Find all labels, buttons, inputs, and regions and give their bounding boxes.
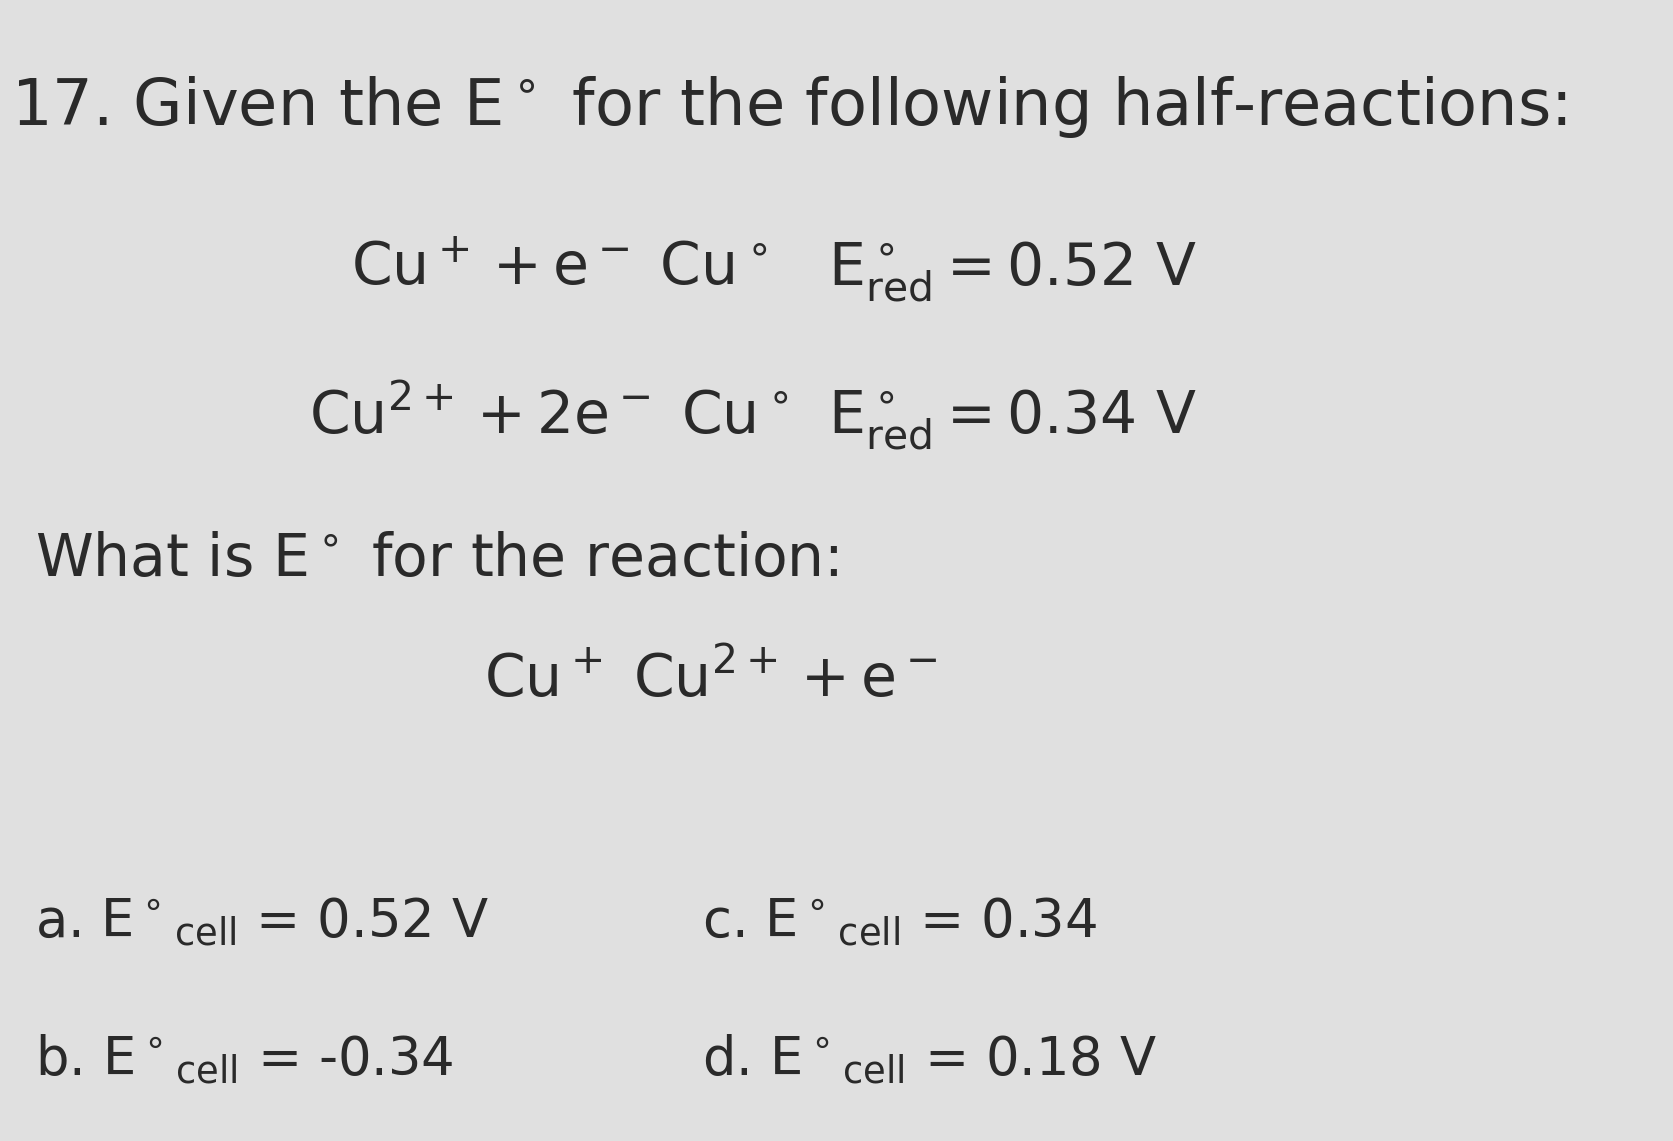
Text: a. E$^\circ$$_\mathrm{cell}$ = 0.52 V: a. E$^\circ$$_\mathrm{cell}$ = 0.52 V xyxy=(35,896,489,948)
Text: $\mathrm{Cu^{2+} + 2e^-\ Cu^\circ}$: $\mathrm{Cu^{2+} + 2e^-\ Cu^\circ}$ xyxy=(310,388,788,446)
Text: $\mathrm{Cu^+ + e^-\ Cu^\circ}$: $\mathrm{Cu^+ + e^-\ Cu^\circ}$ xyxy=(351,240,768,297)
Text: c. E$^\circ$$_\mathrm{cell}$ = 0.34: c. E$^\circ$$_\mathrm{cell}$ = 0.34 xyxy=(701,896,1097,948)
Text: $\mathrm{E^\circ_{red} = 0.52\ V}$: $\mathrm{E^\circ_{red} = 0.52\ V}$ xyxy=(828,240,1196,304)
Text: b. E$^\circ$$_\mathrm{cell}$ = -0.34: b. E$^\circ$$_\mathrm{cell}$ = -0.34 xyxy=(35,1033,453,1086)
Text: $\mathrm{Cu^+\ Cu^{2+} + e^-}$: $\mathrm{Cu^+\ Cu^{2+} + e^-}$ xyxy=(483,650,937,709)
Text: What is E$^\circ$ for the reaction:: What is E$^\circ$ for the reaction: xyxy=(35,531,838,588)
Text: 17. Given the E$^\circ$ for the following half-reactions:: 17. Given the E$^\circ$ for the followin… xyxy=(12,74,1568,140)
Text: d. E$^\circ$$_\mathrm{cell}$ = 0.18 V: d. E$^\circ$$_\mathrm{cell}$ = 0.18 V xyxy=(701,1033,1156,1086)
Text: $\mathrm{E^\circ_{red} = 0.34\ V}$: $\mathrm{E^\circ_{red} = 0.34\ V}$ xyxy=(828,388,1196,452)
